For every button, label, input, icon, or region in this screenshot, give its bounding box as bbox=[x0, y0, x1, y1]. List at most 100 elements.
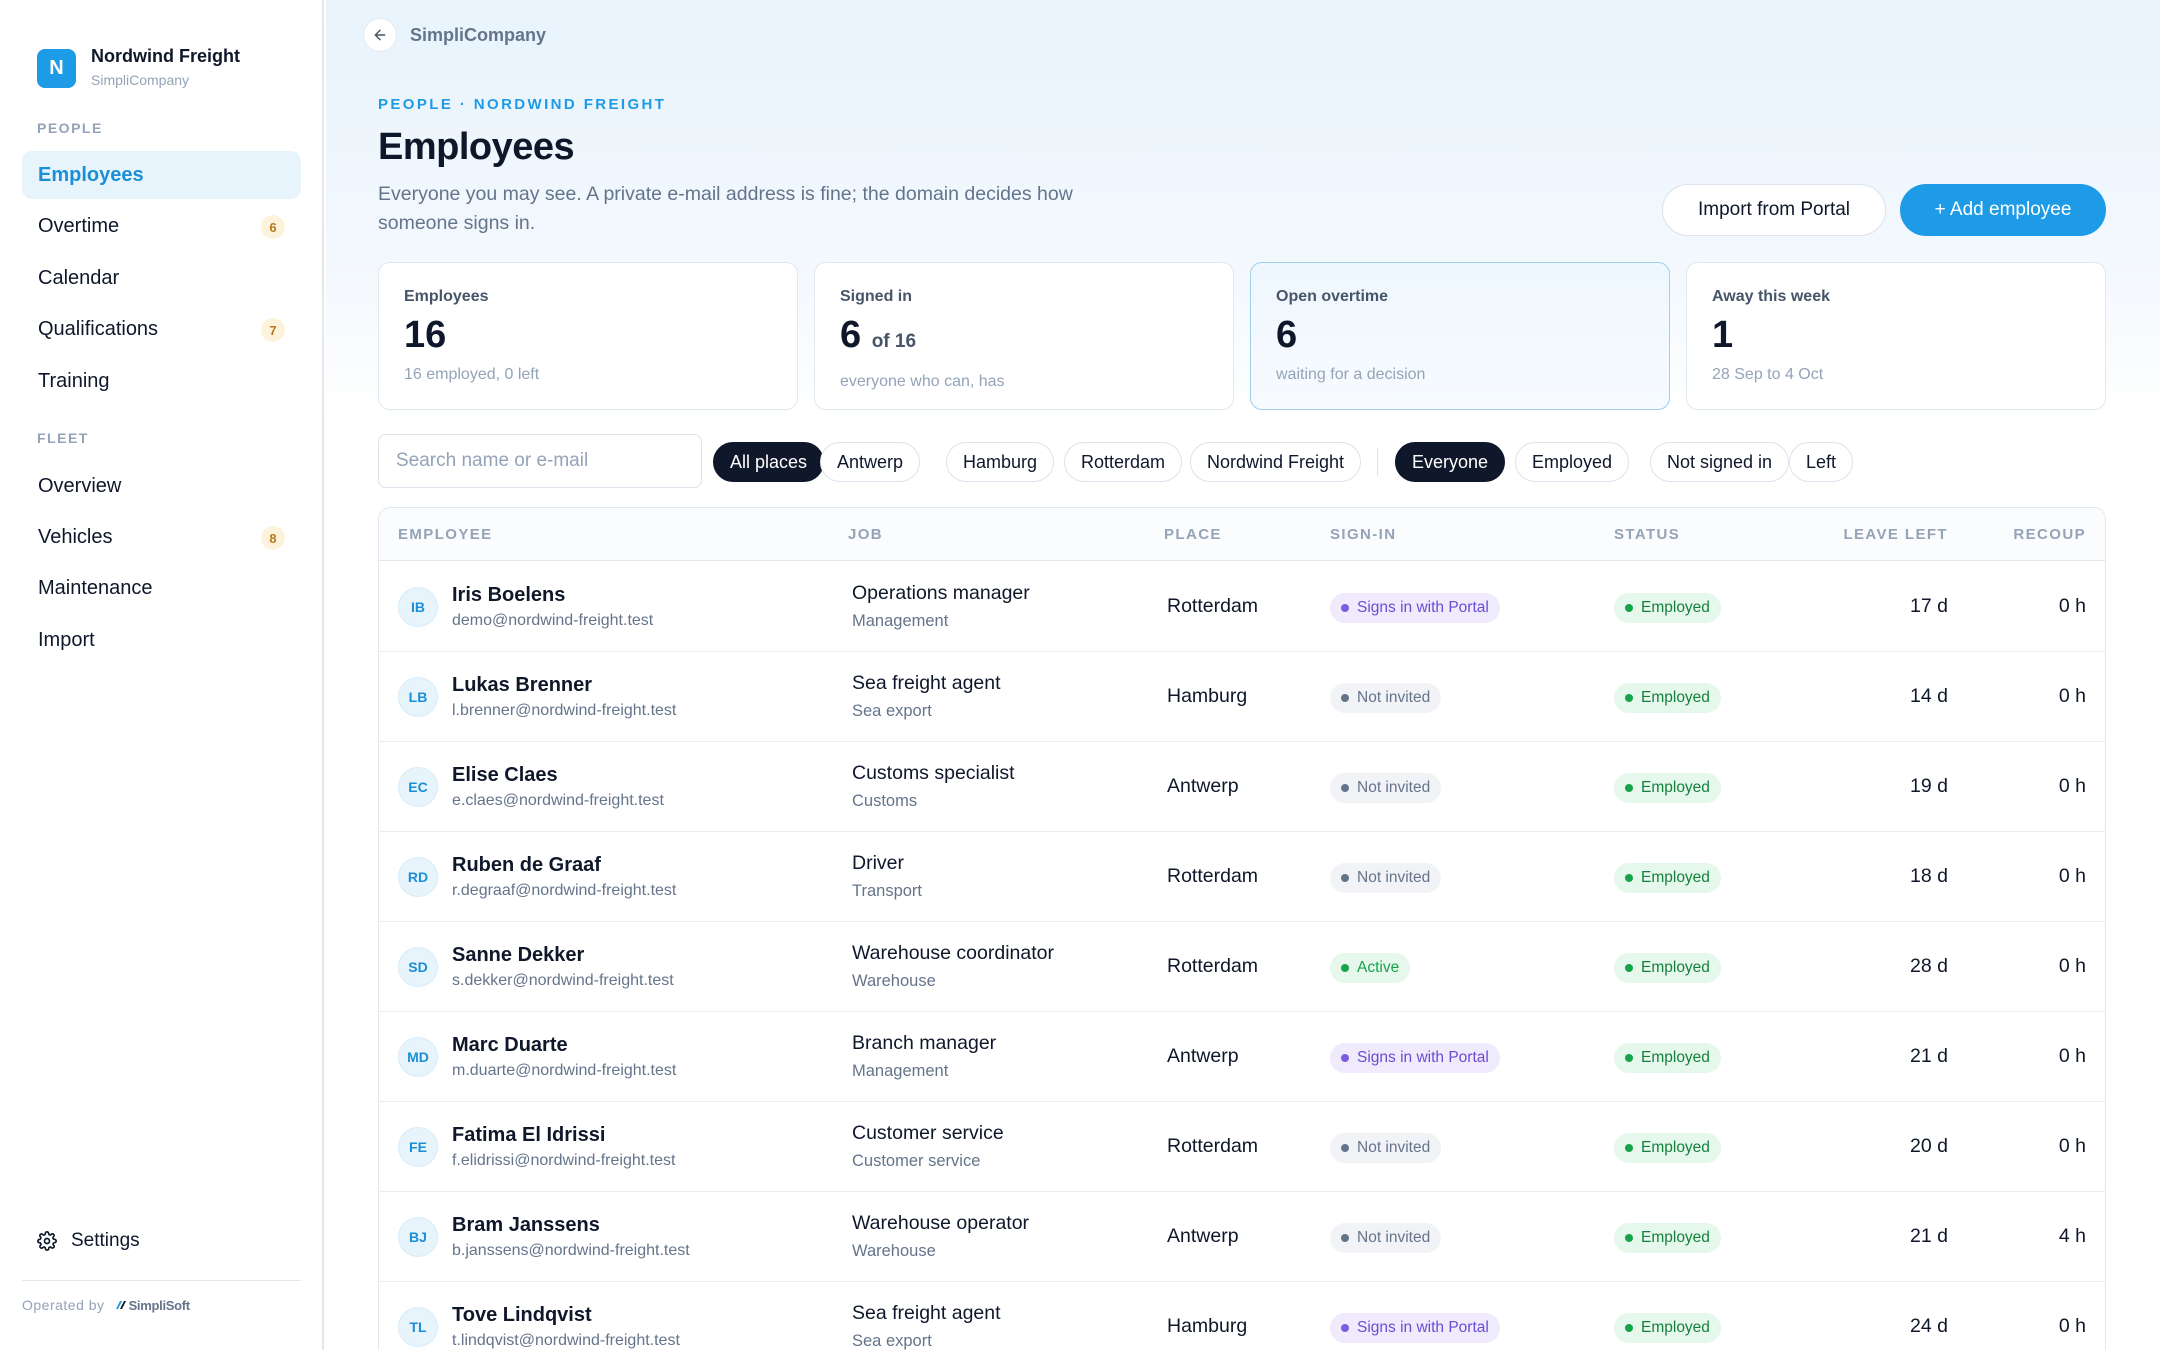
search-input[interactable] bbox=[378, 434, 702, 488]
employee-name[interactable]: Marc Duarte bbox=[452, 1034, 568, 1056]
leave-left: 21 d bbox=[1910, 1045, 1948, 1067]
import-from-portal-button[interactable]: Import from Portal bbox=[1662, 184, 1886, 236]
sidebar-item-overview[interactable]: Overview bbox=[22, 462, 301, 510]
filter-chip-left[interactable]: Left bbox=[1789, 442, 1854, 482]
status-badge: Employed bbox=[1614, 863, 1721, 893]
table-row[interactable]: SD Sanne Dekker s.dekker@nordwind-freight.… bbox=[379, 922, 2105, 1012]
sidebar-item-overtime[interactable]: Overtime 6 bbox=[22, 202, 301, 250]
status-badge: Employed bbox=[1614, 953, 1721, 983]
column-header-leave-left[interactable]: LEAVE LEFT bbox=[1843, 526, 1948, 543]
filter-chip-all-places[interactable]: All places bbox=[713, 442, 825, 482]
leave-left: 28 d bbox=[1910, 955, 1948, 977]
sign-in-label: Active bbox=[1357, 959, 1400, 976]
stat-value: 6 of 16 bbox=[840, 314, 1208, 363]
job-department: Management bbox=[852, 1062, 949, 1080]
job-department: Transport bbox=[852, 882, 922, 900]
employee-name[interactable]: Tove Lindqvist bbox=[452, 1304, 592, 1326]
sign-in-badge: Active bbox=[1330, 953, 1411, 983]
leave-left: 17 d bbox=[1910, 595, 1948, 617]
brand[interactable]: N Nordwind Freight SimpliCompany bbox=[37, 44, 240, 90]
sign-in-label: Signs in with Portal bbox=[1357, 1319, 1489, 1336]
status-badge: Employed bbox=[1614, 1223, 1721, 1253]
avatar: MD bbox=[398, 1037, 438, 1077]
count-badge: 6 bbox=[261, 215, 285, 239]
employee-name[interactable]: Sanne Dekker bbox=[452, 944, 585, 966]
table-row[interactable]: IB Iris Boelens demo@nordwind-freight.test… bbox=[379, 562, 2105, 652]
job-department: Warehouse bbox=[852, 1242, 936, 1260]
sidebar: N Nordwind Freight SimpliCompany PEOPLE … bbox=[0, 0, 324, 1350]
employee-name[interactable]: Lukas Brenner bbox=[452, 674, 593, 696]
leave-left: 19 d bbox=[1910, 775, 1948, 797]
divider bbox=[22, 1280, 301, 1281]
filter-chip-nordwind-freight[interactable]: Nordwind Freight bbox=[1190, 442, 1362, 482]
column-header-job[interactable]: JOB bbox=[848, 526, 884, 543]
gear-icon bbox=[37, 1231, 57, 1251]
column-header-place[interactable]: PLACE bbox=[1164, 526, 1222, 543]
filter-divider bbox=[1377, 448, 1378, 476]
job-department: Sea export bbox=[852, 1332, 932, 1350]
employee-name[interactable]: Elise Claes bbox=[452, 764, 558, 786]
back-button[interactable] bbox=[363, 18, 397, 52]
recoup: 4 h bbox=[2058, 1225, 2086, 1247]
column-header-sign-in[interactable]: SIGN-IN bbox=[1330, 526, 1397, 543]
employees-table: EMPLOYEE JOB PLACE SIGN-IN STATUS LEAVE … bbox=[378, 507, 2106, 1350]
status-badge: Employed bbox=[1614, 1043, 1721, 1073]
filter-chip-hamburg[interactable]: Hamburg bbox=[946, 442, 1055, 482]
filter-chip-antwerp[interactable]: Antwerp bbox=[820, 442, 921, 482]
place: Hamburg bbox=[1167, 685, 1248, 707]
sign-in-label: Not invited bbox=[1357, 1229, 1431, 1246]
leave-left: 24 d bbox=[1910, 1315, 1948, 1337]
table-row[interactable]: TL Tove Lindqvist t.lindqvist@nordwind-fre… bbox=[379, 1282, 2105, 1350]
table-row[interactable]: LB Lukas Brenner l.brenner@nordwind-freigh… bbox=[379, 652, 2105, 742]
employee-name[interactable]: Iris Boelens bbox=[452, 584, 566, 606]
status-dot bbox=[1625, 1234, 1633, 1242]
status-label: Employed bbox=[1641, 1049, 1710, 1066]
employee-name[interactable]: Fatima El Idrissi bbox=[452, 1124, 606, 1146]
table-row[interactable]: RD Ruben de Graaf r.degraaf@nordwind-freig… bbox=[379, 832, 2105, 922]
sidebar-item-maintenance[interactable]: Maintenance bbox=[22, 564, 301, 612]
sidebar-item-import[interactable]: Import bbox=[22, 616, 301, 664]
stat-card-open-overtime[interactable]: Open overtime 6 waiting for a decision bbox=[1250, 262, 1670, 410]
recoup: 0 h bbox=[2058, 775, 2086, 797]
job-title: Operations manager bbox=[852, 582, 1030, 604]
table-row[interactable]: FE Fatima El Idrissi f.elidrissi@nordwind-… bbox=[379, 1102, 2105, 1192]
table-row[interactable]: BJ Bram Janssens b.janssens@nordwind-freig… bbox=[379, 1192, 2105, 1282]
status-badge: Employed bbox=[1614, 593, 1721, 623]
filter-chip-everyone[interactable]: Everyone bbox=[1395, 442, 1506, 482]
filter-chip-not-signed-in[interactable]: Not signed in bbox=[1650, 442, 1790, 482]
brand-name: Nordwind Freight bbox=[91, 46, 240, 66]
leave-left: 21 d bbox=[1910, 1225, 1948, 1247]
breadcrumb[interactable]: SimpliCompany bbox=[410, 24, 547, 45]
place: Hamburg bbox=[1167, 1315, 1248, 1337]
employee-email: f.elidrissi@nordwind-freight.test bbox=[452, 1152, 676, 1169]
sidebar-item-label: Vehicles bbox=[38, 525, 113, 548]
sidebar-item-employees[interactable]: Employees bbox=[22, 151, 301, 199]
employee-name[interactable]: Ruben de Graaf bbox=[452, 854, 601, 876]
settings-link[interactable]: Settings bbox=[37, 1230, 140, 1252]
recoup: 0 h bbox=[2058, 685, 2086, 707]
column-header-recoup[interactable]: RECOUP bbox=[2013, 526, 2086, 543]
column-header-employee[interactable]: EMPLOYEE bbox=[398, 526, 493, 543]
table-row[interactable]: MD Marc Duarte m.duarte@nordwind-freight.t… bbox=[379, 1012, 2105, 1102]
sidebar-item-label: Import bbox=[38, 628, 95, 651]
table-row[interactable]: EC Elise Claes e.claes@nordwind-freight.te… bbox=[379, 742, 2105, 832]
sidebar-item-qualifications[interactable]: Qualifications 7 bbox=[22, 305, 301, 353]
job-title: Sea freight agent bbox=[852, 672, 1001, 694]
topbar: SimpliCompany bbox=[363, 18, 546, 52]
add-employee-button[interactable]: + Add employee bbox=[1900, 184, 2106, 236]
status-dot bbox=[1625, 1054, 1633, 1062]
stat-label: Signed in bbox=[840, 288, 912, 305]
sidebar-item-vehicles[interactable]: Vehicles 8 bbox=[22, 513, 301, 561]
avatar: RD bbox=[398, 857, 438, 897]
employee-name[interactable]: Bram Janssens bbox=[452, 1214, 600, 1236]
simplisoft-logo[interactable]: SimpliSoft bbox=[115, 1298, 190, 1313]
filter-chip-employed[interactable]: Employed bbox=[1515, 442, 1630, 482]
job-title: Driver bbox=[852, 852, 904, 874]
page-title: Employees bbox=[378, 126, 575, 168]
status-dot bbox=[1341, 964, 1349, 972]
sidebar-item-calendar[interactable]: Calendar bbox=[22, 254, 301, 302]
filter-chip-rotterdam[interactable]: Rotterdam bbox=[1064, 442, 1183, 482]
column-header-status[interactable]: STATUS bbox=[1614, 526, 1681, 543]
sidebar-item-training[interactable]: Training bbox=[22, 357, 301, 405]
stat-card-signed-in: Signed in 6 of 16 everyone who can, has bbox=[814, 262, 1234, 410]
